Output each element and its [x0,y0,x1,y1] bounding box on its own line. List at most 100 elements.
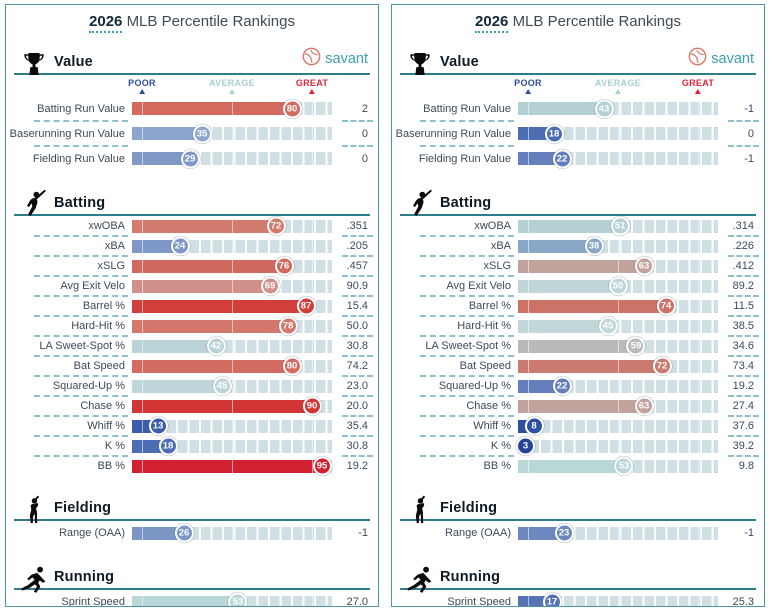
percentile-bubble[interactable]: 72 [652,356,672,376]
percentile-bubble[interactable]: 29 [180,149,200,168]
percentile-bubble[interactable]: 3 [516,436,535,456]
percentile-bubble[interactable]: 51 [610,216,630,236]
percentile-bubble[interactable]: 23 [554,523,574,543]
percentile-bar[interactable]: 87 [132,296,332,316]
bar-gridline [232,379,233,393]
percentile-bar[interactable]: 42 [132,336,332,356]
bar-gridline [698,459,699,473]
stat-label: Sprint Speed [447,596,511,607]
percentile-bubble[interactable]: 18 [544,124,564,143]
bar-gridline [698,439,699,453]
percentile-bar[interactable]: 80 [132,99,332,118]
percentile-bubble[interactable]: 26 [174,523,194,543]
percentile-bubble[interactable]: 17 [542,592,562,606]
percentile-bubble[interactable]: 76 [274,256,294,276]
stat-value: -1 [358,527,368,539]
percentile-bar[interactable]: 35 [132,124,332,143]
percentile-bubble[interactable]: 72 [266,216,286,236]
percentile-bar[interactable]: 51 [518,216,718,236]
section-header-running: Running [14,554,370,593]
percentile-bubble[interactable]: 24 [170,236,190,256]
percentile-bubble[interactable]: 45 [598,316,618,336]
percentile-bar[interactable]: 50 [518,276,718,296]
stat-row-xba: xBA 24 .205 [6,235,378,256]
percentile-bubble[interactable]: 18 [158,436,178,456]
stat-value: 27.0 [346,596,368,607]
percentile-bar[interactable]: 13 [132,416,332,436]
stat-value: 37.6 [732,420,754,432]
section-value: Value savant POOR AVERAGE GREAT Batting Run V… [6,39,378,171]
percentile-bubble[interactable]: 43 [594,99,614,118]
stat-label: Whiff % [473,420,511,432]
percentile-bar[interactable]: 90 [132,396,332,416]
percentile-bar[interactable]: 22 [518,376,718,396]
percentile-bubble[interactable]: 80 [282,356,302,376]
percentile-bar[interactable]: 17 [518,592,718,606]
percentile-bubble[interactable]: 53 [228,592,248,606]
percentile-bubble[interactable]: 50 [608,276,628,296]
fielder-icon [16,495,52,524]
percentile-bar[interactable]: 24 [132,236,332,256]
savant-logo[interactable]: savant [688,47,754,71]
percentile-bubble[interactable]: 53 [614,456,634,476]
percentile-bubble[interactable]: 78 [278,316,298,336]
percentile-bubble[interactable]: 22 [552,149,572,168]
percentile-bar[interactable]: 18 [132,436,332,456]
stat-value: 30.8 [346,440,368,452]
bar-fill [132,339,216,353]
percentile-bubble[interactable]: 35 [192,124,212,143]
percentile-bubble[interactable]: 8 [524,416,544,436]
bar-gridline [528,219,529,233]
bar-gridline [232,526,233,540]
percentile-bubble[interactable]: 13 [148,416,168,436]
percentile-bar[interactable]: 53 [518,456,718,476]
percentile-bar[interactable]: 59 [518,336,718,356]
savant-logo[interactable]: savant [302,47,368,71]
percentile-bubble[interactable]: 63 [634,256,654,276]
percentile-bar[interactable]: 76 [132,256,332,276]
percentile-bar[interactable]: 53 [132,592,332,606]
bar-gridline [528,239,529,253]
percentile-bubble[interactable]: 22 [552,376,572,396]
percentile-bar[interactable]: 78 [132,316,332,336]
percentile-bubble[interactable]: 74 [656,296,676,316]
percentile-bar[interactable]: 3 [516,436,718,456]
percentile-bubble[interactable]: 42 [206,336,226,356]
percentile-bar[interactable]: 72 [518,356,718,376]
percentile-bar[interactable]: 74 [518,296,718,316]
percentile-bubble[interactable]: 59 [626,336,646,356]
bar-gridline [528,339,529,353]
percentile-bubble[interactable]: 45 [212,376,232,396]
percentile-bar[interactable]: 95 [132,456,332,476]
percentile-bar[interactable]: 63 [518,396,718,416]
percentile-bubble[interactable]: 63 [634,396,654,416]
stat-row-la-sweet-spot-: LA Sweet-Spot % 59 34.6 [392,335,764,356]
stat-row-baserunning-run-value: Baserunning Run Value 18 0 [392,120,764,146]
percentile-bubble[interactable]: 95 [312,456,332,476]
stat-value: 0 [361,152,368,165]
percentile-bubble[interactable]: 80 [282,99,302,118]
percentile-bubble[interactable]: 38 [584,236,604,256]
percentile-bar[interactable]: 26 [132,523,332,543]
stat-value: 73.4 [732,360,754,372]
percentile-bar[interactable]: 45 [518,316,718,336]
percentile-bar[interactable]: 18 [518,124,718,143]
percentile-bar[interactable]: 72 [132,216,332,236]
percentile-bar[interactable]: 8 [518,416,718,436]
percentile-bar[interactable]: 45 [132,376,332,396]
percentile-bubble[interactable]: 87 [296,296,316,316]
percentile-bar[interactable]: 43 [518,99,718,118]
percentile-bar[interactable]: 80 [132,356,332,376]
percentile-bar[interactable]: 23 [518,523,718,543]
stat-row-bb-: BB % 53 9.8 [392,455,764,476]
stat-label: Baserunning Run Value [9,127,125,140]
percentile-bar[interactable]: 63 [518,256,718,276]
percentile-bar[interactable]: 29 [132,149,332,168]
stat-value: .226 [732,240,754,252]
bar-gridline [618,319,619,333]
percentile-bar[interactable]: 38 [518,236,718,256]
percentile-bubble[interactable]: 90 [302,396,322,416]
percentile-bar[interactable]: 69 [132,276,332,296]
percentile-bar[interactable]: 22 [518,149,718,168]
percentile-bubble[interactable]: 69 [260,276,280,296]
